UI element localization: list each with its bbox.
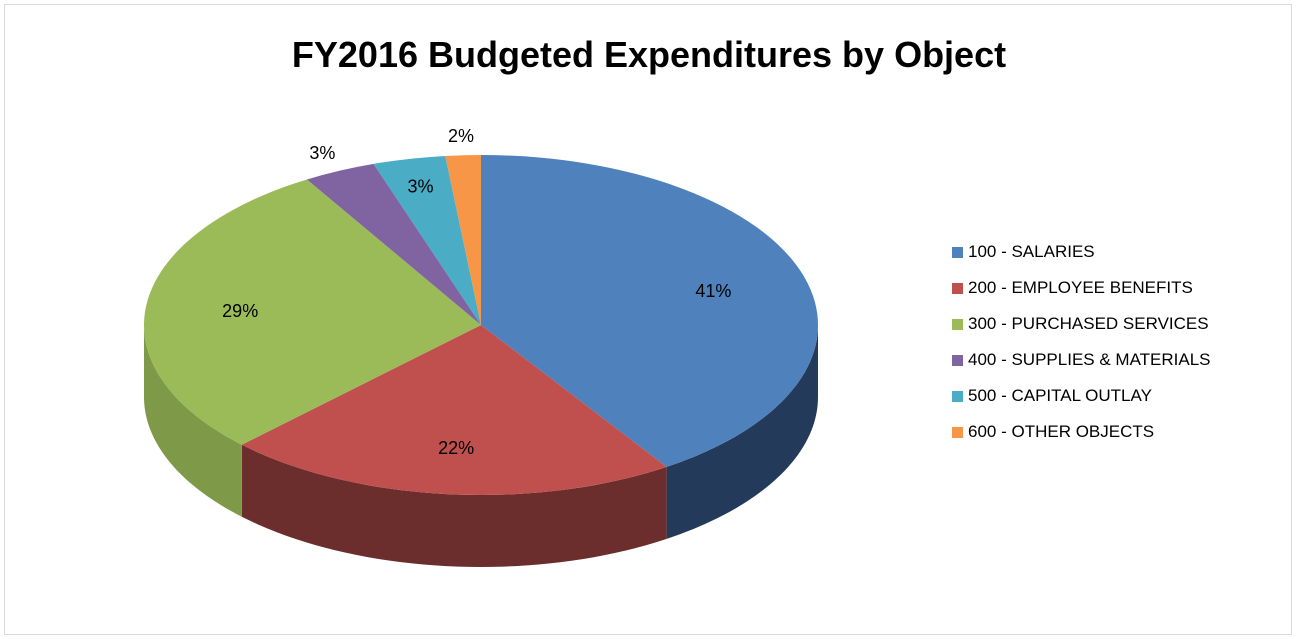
pie-data-labels: 41% 22% 29% 3% 3% 2% [222, 126, 731, 458]
legend-label: 600 - OTHER OBJECTS [968, 422, 1155, 441]
chart-title: FY2016 Budgeted Expenditures by Object [291, 34, 1007, 75]
legend-swatch [952, 318, 963, 330]
pie-slice-5 [373, 155, 481, 325]
data-label-1: 41% [695, 281, 731, 301]
pie-side-walls [144, 325, 818, 567]
legend-label: 100 - SALARIES [968, 242, 1095, 261]
legend-item-3: 300 - PURCHASED SERVICES [952, 306, 1211, 342]
pie-slice-3 [144, 179, 481, 445]
legend-swatch [952, 282, 963, 294]
legend-item-2: 200 - EMPLOYEE BENEFITS [952, 270, 1211, 306]
legend-item-5: 500 - CAPITAL OUTLAY [952, 378, 1211, 414]
data-label-4: 3% [309, 143, 335, 163]
pie-side-2 [241, 444, 667, 567]
pie-side-3 [144, 325, 242, 517]
legend-label: 200 - EMPLOYEE BENEFITS [968, 278, 1193, 297]
pie-top [144, 155, 818, 495]
legend-label: 500 - CAPITAL OUTLAY [968, 386, 1152, 405]
data-label-3: 29% [222, 301, 258, 321]
pie-slice-4 [306, 163, 481, 325]
legend-swatch [952, 246, 963, 258]
data-label-5: 3% [407, 177, 433, 197]
pie-side-1 [666, 325, 818, 539]
chart-legend: 100 - SALARIES 200 - EMPLOYEE BENEFITS 300… [952, 234, 1211, 450]
legend-label: 400 - SUPPLIES & MATERIALS [968, 350, 1211, 369]
legend-item-1: 100 - SALARIES [952, 234, 1211, 270]
pie-slice-1 [481, 155, 818, 467]
data-label-6: 2% [448, 126, 474, 146]
legend-swatch [952, 354, 963, 366]
pie-slice-2 [241, 325, 667, 495]
pie-slice-6 [445, 155, 481, 325]
legend-item-6: 600 - OTHER OBJECTS [952, 414, 1211, 450]
data-label-2: 22% [438, 438, 474, 458]
legend-item-4: 400 - SUPPLIES & MATERIALS [952, 342, 1211, 378]
legend-swatch [952, 390, 963, 402]
legend-swatch [952, 426, 963, 438]
legend-label: 300 - PURCHASED SERVICES [968, 314, 1209, 333]
